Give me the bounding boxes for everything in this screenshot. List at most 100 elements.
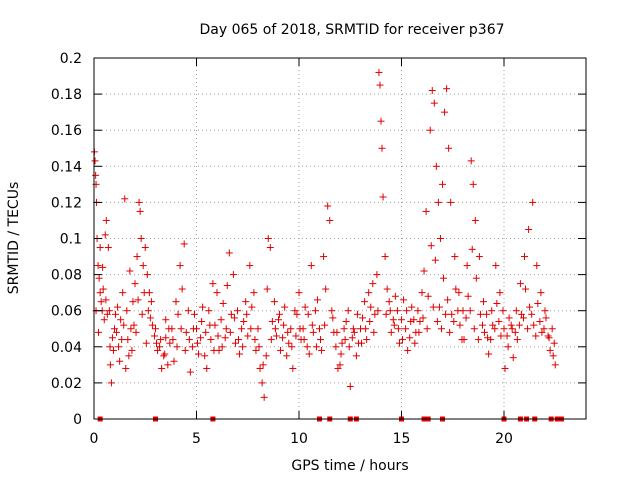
- data-point: [135, 198, 143, 206]
- data-point: [254, 325, 262, 333]
- data-point: [468, 245, 476, 253]
- data-point: [195, 350, 203, 358]
- grid-lines: [94, 58, 586, 419]
- data-point: [223, 281, 231, 289]
- data-point: [359, 314, 367, 322]
- y-tick-label: 0.04: [51, 340, 82, 356]
- data-point: [272, 332, 280, 340]
- data-point: [529, 198, 537, 206]
- data-point: [251, 336, 259, 344]
- data-point: [491, 325, 499, 333]
- data-point: [146, 314, 154, 322]
- data-point: [309, 328, 317, 336]
- data-point: [462, 314, 470, 322]
- y-tick-label: 0.08: [51, 268, 82, 284]
- data-point: [100, 316, 108, 324]
- data-point: [521, 253, 528, 261]
- data-point: [202, 328, 210, 336]
- data-point: [130, 321, 138, 329]
- data-point: [406, 334, 414, 342]
- data-point: [450, 318, 458, 326]
- data-point: [234, 307, 241, 315]
- data-point: [275, 316, 282, 324]
- data-point: [116, 357, 124, 365]
- data-point: [313, 296, 321, 304]
- data-point: [513, 336, 521, 344]
- data-point: [252, 346, 260, 354]
- data-point: [533, 262, 541, 270]
- data-point: [452, 285, 460, 293]
- data-point: [515, 321, 523, 329]
- x-tick-label: 10: [290, 431, 308, 447]
- data-point: [402, 325, 410, 333]
- data-point: [470, 325, 478, 333]
- data-point: [96, 289, 104, 297]
- data-point: [488, 307, 496, 315]
- data-point: [284, 328, 292, 336]
- data-point: [538, 328, 546, 336]
- data-point: [118, 336, 126, 344]
- data-point: [537, 289, 545, 297]
- data-point: [97, 298, 105, 306]
- data-point: [166, 339, 174, 347]
- data-point: [349, 325, 357, 333]
- data-point: [548, 325, 556, 333]
- data-point: [225, 249, 233, 257]
- data-point: [481, 328, 489, 336]
- data-point: [217, 316, 225, 324]
- data-point: [480, 298, 487, 306]
- y-tick-label: 0.1: [60, 232, 82, 248]
- data-point: [190, 310, 198, 318]
- data-point: [102, 296, 110, 304]
- data-point: [226, 328, 234, 336]
- data-point: [131, 280, 139, 288]
- data-point: [119, 289, 127, 297]
- data-point: [378, 144, 386, 152]
- data-point: [194, 339, 202, 347]
- data-point: [283, 352, 291, 360]
- data-point: [508, 325, 516, 333]
- data-point: [148, 321, 156, 329]
- data-point: [244, 332, 252, 340]
- data-point: [431, 256, 439, 264]
- data-point: [205, 307, 213, 315]
- data-point: [358, 339, 366, 347]
- data-point: [221, 334, 229, 342]
- y-axis-label: SRMTID / TECUs: [6, 182, 22, 295]
- data-point: [458, 336, 466, 344]
- data-point: [197, 334, 205, 342]
- data-point: [209, 280, 217, 288]
- data-point: [239, 343, 247, 351]
- data-point: [469, 180, 477, 188]
- data-point: [321, 321, 329, 329]
- data-point: [403, 307, 411, 315]
- data-point: [366, 318, 374, 326]
- data-point: [138, 310, 146, 318]
- data-point: [123, 307, 131, 315]
- chart-title: Day 065 of 2018, SRMTID for receiver p36…: [199, 22, 504, 38]
- data-point: [391, 292, 399, 300]
- data-point: [288, 343, 296, 351]
- data-point: [328, 307, 336, 315]
- data-point: [546, 346, 554, 354]
- data-point: [511, 328, 519, 336]
- data-point: [140, 289, 148, 297]
- data-point: [235, 336, 243, 344]
- data-point: [522, 285, 530, 293]
- data-point: [236, 350, 244, 358]
- data-point: [505, 314, 513, 322]
- data-point: [112, 310, 120, 318]
- data-point: [320, 253, 328, 261]
- data-point: [474, 336, 482, 344]
- data-point: [446, 328, 454, 336]
- data-point: [382, 310, 390, 318]
- data-point: [362, 325, 370, 333]
- x-axis-label: GPS time / hours: [291, 458, 408, 474]
- data-points: [90, 68, 559, 401]
- data-point: [292, 332, 300, 340]
- data-point: [293, 310, 301, 318]
- data-point: [426, 126, 434, 134]
- data-point: [530, 321, 538, 329]
- data-point: [471, 216, 479, 224]
- data-point: [394, 325, 402, 333]
